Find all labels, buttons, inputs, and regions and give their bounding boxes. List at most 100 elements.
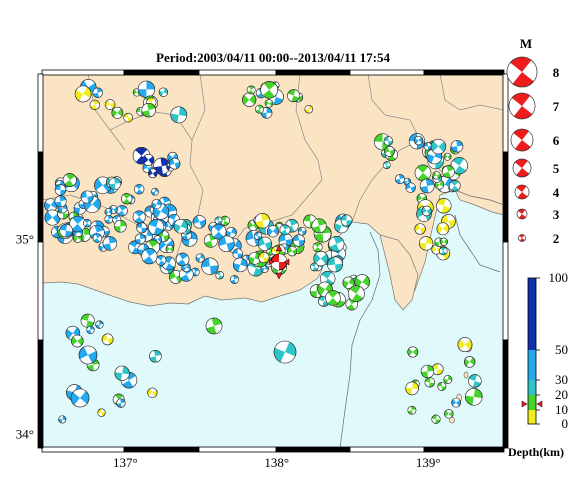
depth-marker-left bbox=[521, 400, 528, 408]
event-beachball bbox=[215, 270, 224, 280]
depth-marker-right bbox=[536, 400, 543, 408]
frame-bar-top bbox=[123, 69, 200, 76]
event-beachball bbox=[257, 236, 272, 251]
depth-scale-band bbox=[528, 395, 536, 410]
event-beachball bbox=[310, 262, 319, 272]
map-area bbox=[42, 74, 504, 448]
depth-tick-label: 100 bbox=[549, 270, 569, 285]
event-beachball bbox=[424, 377, 435, 388]
event-beachball bbox=[192, 215, 206, 229]
event-beachball bbox=[436, 198, 452, 214]
event-beachball bbox=[254, 213, 271, 229]
land-izu bbox=[379, 234, 419, 311]
event-beachball bbox=[264, 99, 274, 108]
event-beachball bbox=[342, 276, 355, 289]
event-beachball bbox=[311, 218, 327, 234]
depth-scale-band bbox=[528, 350, 536, 380]
event-beachball bbox=[89, 99, 100, 110]
event-beachball bbox=[80, 313, 95, 328]
event-beachball bbox=[421, 205, 432, 217]
lat-tick-label: 34° bbox=[16, 426, 34, 441]
event-beachball bbox=[463, 356, 476, 368]
magnitude-legend-ball bbox=[512, 158, 532, 178]
magnitude-legend-label: 3 bbox=[553, 207, 560, 222]
depth-scale-band bbox=[528, 410, 536, 424]
event-beachball bbox=[395, 174, 405, 184]
frame-bar-left bbox=[37, 73, 44, 153]
event-beachball bbox=[444, 409, 454, 419]
event-beachball bbox=[436, 222, 450, 236]
event-beachball bbox=[136, 222, 148, 234]
event-beachball bbox=[134, 233, 146, 245]
event-beachball bbox=[62, 173, 77, 187]
event-beachball bbox=[114, 220, 127, 233]
event-beachball bbox=[169, 270, 183, 284]
event-beachball bbox=[267, 225, 279, 238]
event-beachball bbox=[384, 146, 395, 157]
event-beachball bbox=[111, 106, 124, 119]
event-beachball bbox=[414, 223, 426, 235]
event-beachball bbox=[405, 182, 416, 193]
event-beachball bbox=[78, 345, 98, 365]
event-beachball bbox=[260, 81, 278, 99]
event-beachball bbox=[304, 104, 314, 114]
event-beachball bbox=[142, 154, 155, 166]
event-beachball bbox=[151, 199, 162, 210]
event-beachball bbox=[442, 165, 455, 179]
event-beachball bbox=[165, 244, 174, 254]
event-beachball bbox=[340, 214, 353, 227]
lon-tick-label: 137° bbox=[113, 455, 138, 470]
frame-bar-bottom bbox=[123, 446, 200, 453]
land-kanto-east bbox=[454, 189, 504, 216]
event-beachball bbox=[114, 365, 130, 381]
event-beachball bbox=[92, 233, 103, 243]
event-beachball bbox=[431, 414, 441, 424]
event-beachball bbox=[123, 112, 133, 123]
frame-bar-right bbox=[502, 241, 509, 341]
frame-bar-left bbox=[37, 151, 44, 243]
frame-bar-top bbox=[198, 69, 277, 76]
event-beachball bbox=[443, 152, 452, 161]
event-beachball bbox=[218, 235, 235, 252]
event-beachball bbox=[405, 381, 419, 396]
event-beachball bbox=[420, 364, 435, 379]
lon-tick-label: 138° bbox=[264, 455, 289, 470]
event-beachball bbox=[151, 187, 159, 196]
event-beachball bbox=[74, 85, 92, 103]
event-beachball bbox=[457, 337, 473, 352]
frame-bar-top bbox=[423, 69, 505, 76]
event-beachball bbox=[465, 388, 483, 406]
event-beachball bbox=[419, 178, 435, 194]
frame-bar-bottom bbox=[349, 446, 425, 453]
event-beachball bbox=[80, 190, 94, 204]
event-beachball bbox=[205, 317, 223, 335]
depth-scale-band bbox=[528, 380, 536, 395]
frame-bar-bottom bbox=[198, 446, 277, 453]
magnitude-legend-label: 6 bbox=[553, 133, 560, 148]
lon-tick-label: 139° bbox=[416, 455, 441, 470]
event-beachball bbox=[101, 333, 114, 346]
event-beachball bbox=[439, 246, 448, 256]
frame-bar-right bbox=[502, 151, 509, 243]
nankai-trough-line bbox=[339, 231, 381, 448]
event-beachball bbox=[437, 381, 447, 391]
event-beachball bbox=[407, 405, 417, 415]
event-beachball bbox=[148, 168, 158, 179]
frame-bar-right bbox=[502, 73, 509, 153]
event-beachball bbox=[253, 231, 263, 240]
event-beachball bbox=[328, 235, 345, 252]
event-beachball bbox=[168, 157, 181, 170]
event-beachball bbox=[71, 334, 84, 348]
magnitude-legend: M 8 7 6 5 4 3 2 bbox=[506, 36, 560, 246]
event-beachball bbox=[246, 85, 256, 95]
magnitude-legend-ball bbox=[516, 208, 528, 220]
event-beachball bbox=[132, 210, 146, 224]
event-beachball bbox=[423, 142, 432, 151]
magnitude-legend-label: 7 bbox=[553, 99, 560, 114]
event-beachball bbox=[414, 164, 432, 182]
magnitude-legend-ball bbox=[514, 184, 530, 200]
frame-bar-left bbox=[37, 241, 44, 341]
magnitude-legend-title: M bbox=[520, 36, 532, 51]
